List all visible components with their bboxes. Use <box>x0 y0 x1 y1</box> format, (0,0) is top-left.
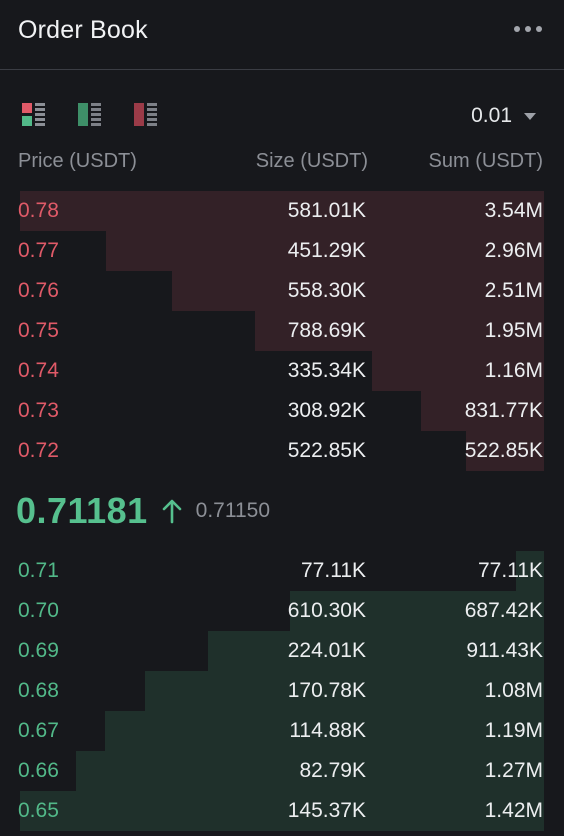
price-cell: 0.68 <box>18 679 59 702</box>
sum-cell: 1.42M <box>484 799 543 822</box>
size-cell: 170.78K <box>287 679 366 702</box>
size-cell: 558.30K <box>287 279 366 302</box>
depth-bar <box>106 231 544 271</box>
sum-cell: 3.54M <box>484 199 543 222</box>
ask-row[interactable]: 0.74 335.34K 1.16M <box>0 351 564 391</box>
price-cell: 0.77 <box>18 239 59 262</box>
size-cell: 522.85K <box>287 439 366 462</box>
price-cell: 0.73 <box>18 399 59 422</box>
bid-row[interactable]: 0.71 77.11K 77.11K <box>0 551 564 591</box>
sum-cell: 687.42K <box>464 599 543 622</box>
price-cell: 0.67 <box>18 719 59 742</box>
last-trade: 0.71181 0.71150 <box>16 488 270 534</box>
ask-row[interactable]: 0.73 308.92K 831.77K <box>0 391 564 431</box>
sum-cell: 2.51M <box>484 279 543 302</box>
arrow-up-icon <box>162 499 181 524</box>
price-cell: 0.65 <box>18 799 59 822</box>
bid-row[interactable]: 0.67 114.88K 1.19M <box>0 711 564 751</box>
book-bids-only-icon[interactable] <box>78 103 102 127</box>
sum-cell: 522.85K <box>464 439 543 462</box>
bid-row[interactable]: 0.69 224.01K 911.43K <box>0 631 564 671</box>
bids-list: 0.71 77.11K 77.11K 0.70 610.30K 687.42K 0.69 22… <box>0 551 564 831</box>
depth-bar <box>20 791 544 831</box>
depth-bar <box>20 191 544 231</box>
asks-list: 0.78 581.01K 3.54M 0.77 451.29K 2.96M 0.76 558.… <box>0 191 564 471</box>
sum-cell: 1.95M <box>484 319 543 342</box>
tick-size-value: 0.01 <box>471 104 512 127</box>
ask-row[interactable]: 0.72 522.85K 522.85K <box>0 431 564 471</box>
bid-row[interactable]: 0.66 82.79K 1.27M <box>0 751 564 791</box>
sum-cell: 1.27M <box>484 759 543 782</box>
sum-cell: 911.43K <box>466 639 543 662</box>
price-cell: 0.71 <box>18 559 59 582</box>
price-cell: 0.74 <box>18 359 59 382</box>
size-cell: 335.34K <box>287 359 366 382</box>
price-cell: 0.72 <box>18 439 59 462</box>
sum-cell: 1.19M <box>484 719 543 742</box>
depth-bar <box>255 311 544 351</box>
depth-bar <box>421 391 544 431</box>
depth-bar <box>145 671 544 711</box>
size-cell: 77.11K <box>301 559 366 582</box>
depth-bar <box>516 551 544 591</box>
depth-bar <box>105 711 544 751</box>
bid-row[interactable]: 0.70 610.30K 687.42K <box>0 591 564 631</box>
caret-down-icon <box>524 112 536 120</box>
price-cell: 0.66 <box>18 759 59 782</box>
more-options-icon[interactable] <box>514 26 542 34</box>
sum-cell: 77.11K <box>478 559 543 582</box>
ask-row[interactable]: 0.76 558.30K 2.51M <box>0 271 564 311</box>
size-cell: 308.92K <box>287 399 366 422</box>
ask-row[interactable]: 0.75 788.69K 1.95M <box>0 311 564 351</box>
price-cell: 0.75 <box>18 319 59 342</box>
depth-bar <box>372 351 544 391</box>
depth-bar <box>172 271 544 311</box>
size-cell: 82.79K <box>299 759 366 782</box>
price-cell: 0.78 <box>18 199 59 222</box>
depth-bar <box>466 431 544 471</box>
size-cell: 114.88K <box>289 719 366 742</box>
order-book-header: Order Book <box>0 0 564 70</box>
price-cell: 0.76 <box>18 279 59 302</box>
price-cell: 0.69 <box>18 639 59 662</box>
sum-column-header: Sum (USDT) <box>428 150 543 172</box>
ask-row[interactable]: 0.78 581.01K 3.54M <box>0 191 564 231</box>
book-asks-only-icon[interactable] <box>134 103 158 127</box>
mark-price: 0.71150 <box>195 499 271 522</box>
bid-row[interactable]: 0.65 145.37K 1.42M <box>0 791 564 831</box>
depth-bar <box>208 631 544 671</box>
tick-size-select[interactable]: 0.01 <box>471 102 536 130</box>
price-column-header: Price (USDT) <box>18 150 137 172</box>
size-cell: 224.01K <box>287 639 366 662</box>
price-cell: 0.70 <box>18 599 59 622</box>
panel-title: Order Book <box>18 16 148 44</box>
sum-cell: 2.96M <box>484 239 543 262</box>
sum-cell: 1.08M <box>484 679 543 702</box>
last-trade-price: 0.71181 <box>16 490 148 531</box>
depth-bar <box>290 591 544 631</box>
size-cell: 610.30K <box>287 599 366 622</box>
size-cell: 788.69K <box>287 319 366 342</box>
book-both-sides-icon[interactable] <box>22 103 46 127</box>
bid-row[interactable]: 0.68 170.78K 1.08M <box>0 671 564 711</box>
ask-row[interactable]: 0.77 451.29K 2.96M <box>0 231 564 271</box>
size-cell: 451.29K <box>287 239 366 262</box>
sum-cell: 831.77K <box>464 399 543 422</box>
sum-cell: 1.16M <box>484 359 543 382</box>
size-column-header: Size (USDT) <box>255 150 368 172</box>
size-cell: 581.01K <box>287 199 366 222</box>
depth-bar <box>76 751 544 791</box>
size-cell: 145.37K <box>287 799 366 822</box>
